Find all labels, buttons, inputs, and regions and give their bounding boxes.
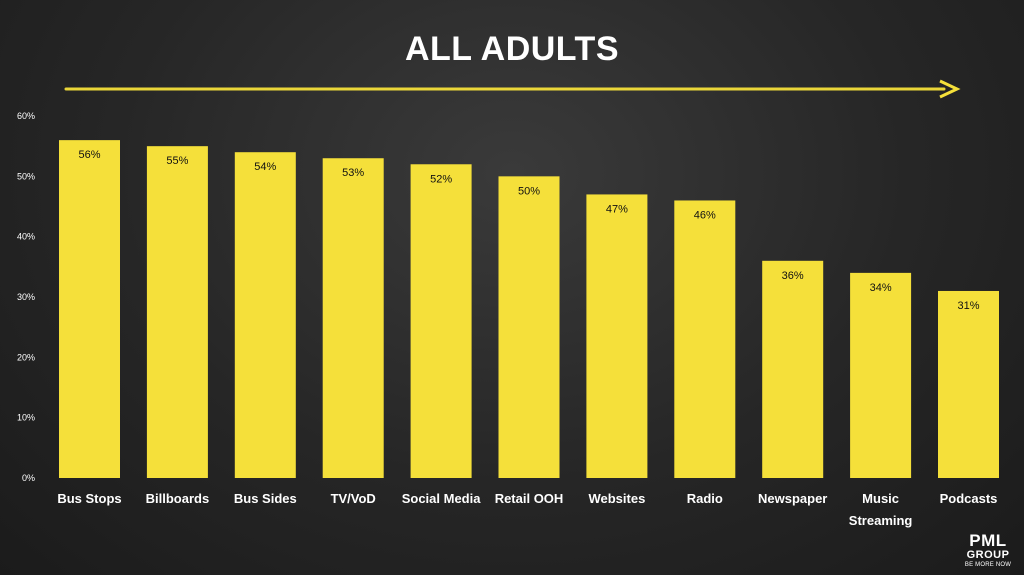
logo-text-group: GROUP [966,549,1010,561]
bar [59,140,120,478]
x-tick-label: Streaming [849,513,913,528]
y-tick-label: 50% [17,171,35,181]
bar [498,176,560,479]
data-label: 47% [606,203,628,215]
pml-group-logo: PML GROUP BE MORE NOW [962,531,1014,569]
logo-text-pml: PML [969,531,1007,550]
bar [234,152,296,478]
title-arrow-head [939,79,961,99]
data-label: 46% [694,209,716,221]
bar [938,290,999,478]
y-tick-label: 10% [17,413,35,423]
data-label: 34% [870,282,892,294]
x-tick-label: Retail OOH [495,491,564,506]
x-tick-label: Podcasts [940,491,998,506]
data-label: 50% [518,185,540,197]
x-tick-label: Social Media [402,491,482,506]
bar [762,260,824,478]
x-tick-label: Billboards [146,491,210,506]
y-tick-label: 40% [17,232,35,242]
bar [850,272,912,478]
x-tick-label: Bus Sides [234,491,297,506]
bar [586,194,648,478]
y-tick-label: 30% [17,292,35,302]
bar [410,164,472,478]
x-tick-label: Websites [588,491,645,506]
data-label: 36% [782,270,804,282]
bar [322,158,384,478]
chart-title: ALL ADULTS [404,30,619,68]
x-tick-label: TV/VoD [331,491,376,506]
y-tick-label: 60% [17,111,35,121]
x-tick-label: Newspaper [758,491,827,506]
data-label: 53% [342,167,364,179]
y-tick-label: 20% [17,352,35,362]
x-tick-label: Bus Stops [57,491,121,506]
data-label: 56% [78,149,100,161]
data-label: 52% [430,173,452,185]
logo-tagline: BE MORE NOW [964,562,1012,568]
data-label: 54% [254,161,276,173]
bar [146,146,208,478]
bar [674,200,736,478]
x-tick-label: Music [862,491,899,506]
data-label: 55% [166,155,188,167]
data-label: 31% [957,300,979,312]
y-tick-label: 0% [22,473,35,483]
x-tick-label: Radio [687,491,723,506]
